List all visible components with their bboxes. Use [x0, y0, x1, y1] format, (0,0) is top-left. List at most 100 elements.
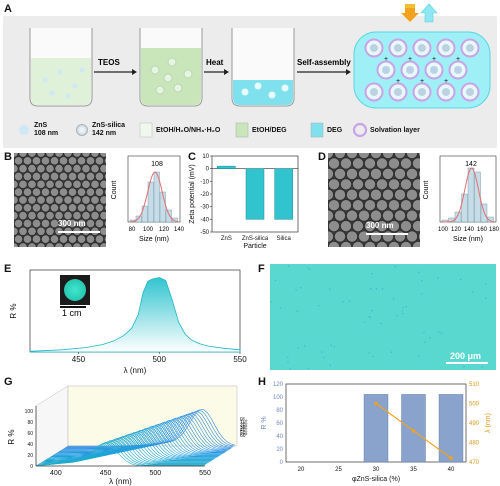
particle-core	[418, 88, 426, 96]
sem-particle	[14, 156, 24, 166]
y2-tick-label: 490	[469, 421, 480, 427]
sem-particle	[58, 234, 69, 244]
sem-particle	[328, 199, 340, 212]
speckle	[463, 366, 465, 368]
x-tick-label: 450	[100, 470, 112, 477]
speckle	[402, 313, 404, 315]
legend-etoh-deg: EtOH/DEG	[252, 127, 287, 134]
plus-charge: +	[432, 56, 436, 63]
speckle	[485, 297, 487, 299]
sem-particle	[352, 199, 364, 212]
particle-lattice: + + + + + + +	[364, 38, 480, 102]
sem-particle	[340, 178, 352, 191]
sem-particle	[418, 153, 420, 158]
y-tick-label: -20	[200, 192, 209, 198]
speckle	[309, 268, 311, 270]
hist-xtick: 80	[129, 227, 136, 233]
y2-axis-label: λ (nm)	[485, 413, 492, 433]
y2-tick-label: 470	[469, 460, 480, 466]
sem-particle	[22, 171, 33, 182]
sem-particle	[394, 209, 406, 222]
sem-particle	[58, 203, 69, 213]
sem-particle	[22, 156, 33, 166]
sem-particle	[72, 195, 82, 205]
y-axis-label: R %	[9, 303, 18, 318]
step-teos-label: TEOS	[98, 58, 120, 67]
sem-particle	[40, 203, 51, 213]
speckle	[289, 368, 291, 370]
sem-particle	[14, 226, 19, 236]
hist-peak-label: 108	[151, 161, 163, 168]
x-tick-label: 450	[72, 355, 86, 364]
sem-particle	[14, 242, 19, 247]
sem-particle	[67, 156, 78, 166]
sem-particle	[388, 199, 400, 212]
sem-particle	[94, 218, 105, 229]
sem-particle	[418, 169, 420, 179]
sem-particle	[18, 164, 28, 174]
speckle	[323, 357, 325, 359]
sem-particle	[31, 234, 42, 244]
x-tick-label: 500	[149, 470, 161, 477]
sem-particle	[382, 188, 394, 201]
sem-particle	[406, 188, 418, 201]
x-tick-label: 550	[199, 470, 211, 477]
sem-particle	[394, 153, 406, 159]
sem-particle	[388, 220, 400, 233]
sem-particle	[18, 226, 28, 236]
sem-particle	[334, 230, 346, 243]
scalebar-line	[446, 362, 488, 364]
hist-bar	[171, 217, 178, 223]
bar	[245, 168, 265, 220]
sem-particle	[45, 195, 55, 205]
x-tick-label: 25	[335, 467, 342, 473]
sem-particle	[31, 203, 42, 213]
sem-particle	[67, 218, 78, 229]
sem-particle	[328, 153, 334, 159]
sem-particle	[40, 187, 51, 197]
spectrum-curve	[48, 429, 216, 459]
hist-bar	[135, 215, 142, 223]
sem-particle	[406, 167, 418, 180]
sem-particle	[76, 234, 87, 244]
sem-particle	[358, 188, 370, 201]
sem-particle	[31, 187, 42, 197]
sem-particle	[99, 153, 106, 158]
sem-particle	[90, 195, 100, 205]
sem-particle	[49, 203, 60, 213]
speckle	[329, 288, 331, 290]
sem-particle	[382, 153, 394, 159]
x-axis-label: λ (nm)	[109, 477, 132, 486]
sem-particle	[27, 226, 37, 236]
x-tick-label: 35	[410, 467, 417, 473]
speckle	[485, 283, 487, 285]
hist-ylabel: Count	[111, 181, 118, 200]
speckle	[348, 300, 351, 302]
sem-particle	[418, 211, 420, 221]
sem-image-zns: 300 nm	[14, 153, 106, 247]
fraction-chart-h: 0 20 40 60 80 100 120 470 480 490 500 510 20 25 30 35 40…	[261, 382, 492, 483]
sem-particle	[81, 242, 91, 247]
hist-xtick: 120	[451, 227, 462, 233]
speckle	[393, 298, 395, 300]
reflectance-chart-e: 450 500 550 λ (nm) R %	[9, 269, 247, 375]
sem-particle	[81, 164, 91, 174]
sem-particle	[85, 156, 96, 166]
sem-particle	[90, 164, 100, 174]
sem-particle	[14, 234, 24, 244]
sem-particle	[364, 157, 376, 170]
inset-scalebar-label: 1 cm	[62, 308, 82, 318]
plus-charge: +	[408, 56, 412, 63]
histogram-d: 142 Count 100 120 140 160 180 Size (nm)	[423, 155, 500, 243]
scalebar-label-d: 300 nm	[366, 221, 394, 230]
sem-particle	[340, 157, 352, 170]
scalebar-line	[58, 231, 100, 233]
sem-particle	[334, 167, 346, 180]
sem-particle	[67, 203, 78, 213]
panel-letter-g: G	[4, 376, 13, 388]
sem-particle	[14, 171, 24, 182]
sem-particle	[346, 153, 358, 159]
sem-particle	[406, 153, 418, 159]
speckle	[372, 355, 374, 358]
sem-particle	[49, 171, 60, 182]
